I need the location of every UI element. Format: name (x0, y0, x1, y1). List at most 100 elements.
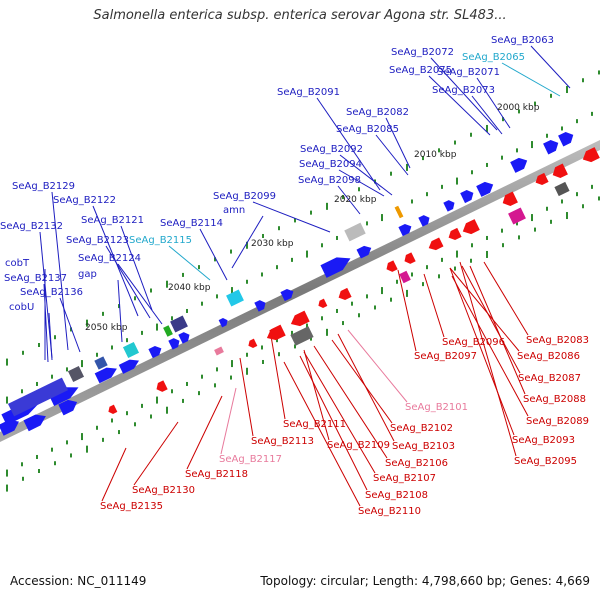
gene-block-gray[interactable] (67, 365, 85, 383)
forward-gene-arrow[interactable] (460, 188, 476, 204)
gene-label[interactable]: SeAg_B2115 (129, 235, 192, 246)
gene-label[interactable]: SeAg_B2085 (336, 124, 399, 135)
forward-gene-block[interactable] (7, 377, 69, 417)
reverse-gene-arrow[interactable] (550, 163, 568, 181)
forward-gene-arrow[interactable] (118, 356, 141, 374)
forward-gene-arrow[interactable] (178, 330, 191, 344)
gene-label[interactable]: SeAg_B2123 (66, 235, 129, 246)
gene-label[interactable]: SeAg_B2098 (298, 175, 361, 186)
gene-label[interactable]: SeAg_B2087 (518, 373, 581, 384)
reverse-gene-arrow[interactable] (247, 338, 258, 350)
gene-label[interactable]: SeAg_B2099 (213, 191, 276, 202)
gene-label[interactable]: SeAg_B2117 (219, 454, 282, 465)
forward-gene-arrow[interactable] (320, 252, 353, 278)
forward-gene-arrow[interactable] (398, 222, 413, 237)
gene-label[interactable]: SeAg_B2083 (526, 335, 589, 346)
forward-gene-arrow[interactable] (558, 130, 576, 147)
forward-gene-arrow[interactable] (280, 287, 295, 302)
forward-gene-arrow[interactable] (543, 138, 561, 155)
gene-label[interactable]: SeAg_B2130 (132, 485, 195, 496)
gene-label[interactable]: SeAg_B2122 (53, 195, 116, 206)
gene-label[interactable]: SeAg_B2086 (517, 351, 580, 362)
gene-label[interactable]: SeAg_B2111 (283, 419, 346, 430)
reverse-gene-arrow[interactable] (446, 227, 462, 242)
gene-label[interactable]: SeAg_B2132 (0, 221, 63, 232)
gene-label[interactable]: SeAg_B2113 (251, 436, 314, 447)
gene-label[interactable]: SeAg_B2095 (514, 456, 577, 467)
gene-label[interactable]: SeAg_B2135 (100, 501, 163, 512)
gene-label[interactable]: SeAg_B2075 (389, 65, 452, 76)
forward-gene-arrow[interactable] (510, 155, 530, 173)
reverse-gene-arrow[interactable] (427, 237, 444, 252)
gene-label[interactable]: SeAg_B2089 (526, 416, 589, 427)
reverse-gene-arrow[interactable] (533, 172, 549, 187)
gene-label[interactable]: SeAg_B2106 (385, 458, 448, 469)
forward-gene-arrow[interactable] (23, 411, 48, 432)
gene-label[interactable]: SeAg_B2129 (12, 181, 75, 192)
gene-label[interactable]: gap (78, 269, 97, 280)
gene-label[interactable]: SeAg_B2088 (523, 394, 586, 405)
gene-label[interactable]: SeAg_B2136 (20, 287, 83, 298)
forward-gene-arrow[interactable] (0, 416, 22, 436)
gene-label[interactable]: cobT (5, 258, 30, 269)
gene-block-magenta[interactable] (399, 270, 411, 284)
reverse-gene-arrow[interactable] (264, 324, 286, 344)
gene-label[interactable]: SeAg_B2082 (346, 107, 409, 118)
gene-label[interactable]: SeAg_B2072 (391, 47, 454, 58)
reverse-gene-arrow[interactable] (500, 191, 518, 209)
gene-label[interactable]: SeAg_B2102 (390, 423, 453, 434)
gene-label[interactable]: SeAg_B2110 (358, 506, 421, 517)
gene-label[interactable]: SeAg_B2065 (462, 52, 525, 63)
rna-gene-block[interactable] (226, 289, 244, 307)
gene-label[interactable]: SeAg_B2094 (299, 159, 362, 170)
gene-label[interactable]: SeAg_B2093 (512, 435, 575, 446)
reverse-gene-arrow[interactable] (336, 287, 352, 302)
forward-gene-arrow[interactable] (168, 336, 181, 350)
gene-block-gray[interactable] (290, 326, 314, 346)
gene-label[interactable]: SeAg_B2097 (414, 351, 477, 362)
gene-label[interactable]: cobU (9, 302, 34, 313)
reverse-gene-arrow[interactable] (402, 252, 416, 265)
reverse-gene-arrow[interactable] (288, 310, 310, 330)
forward-gene-arrow[interactable] (443, 198, 456, 212)
gene-block-gray[interactable] (554, 181, 570, 197)
gene-block-green[interactable] (163, 325, 173, 337)
gene-label[interactable]: SeAg_B2109 (327, 440, 390, 451)
gene-label[interactable]: SeAg_B2073 (432, 85, 495, 96)
rna-gene-block[interactable] (214, 346, 224, 356)
forward-gene-arrow[interactable] (94, 364, 120, 384)
gene-label[interactable]: SeAg_B2114 (160, 218, 223, 229)
gene-label[interactable]: SeAg_B2137 (4, 273, 67, 284)
reverse-gene-arrow[interactable] (317, 298, 328, 310)
gene-label[interactable]: SeAg_B2121 (81, 215, 144, 226)
reverse-gene-arrow[interactable] (384, 260, 398, 273)
gene-label[interactable]: SeAg_B2103 (392, 441, 455, 452)
gene-label[interactable]: SeAg_B2096 (442, 337, 505, 348)
forward-gene-arrow[interactable] (418, 213, 431, 227)
reverse-gene-arrow[interactable] (460, 219, 480, 237)
gene-block-gray[interactable] (344, 222, 366, 242)
forward-gene-arrow[interactable] (254, 298, 267, 312)
gene-label[interactable]: SeAg_B2091 (277, 87, 340, 98)
forward-gene-arrow[interactable] (476, 179, 496, 197)
gene-block-magenta[interactable] (508, 207, 526, 225)
gene-label[interactable]: SeAg_B2092 (300, 144, 363, 155)
forward-gene-arrow[interactable] (58, 397, 79, 416)
gene-label[interactable]: amn (223, 205, 245, 216)
gene-label[interactable]: SeAg_B2124 (78, 253, 141, 264)
gene-label[interactable]: SeAg_B2063 (491, 35, 554, 46)
forward-gene-arrow[interactable] (218, 317, 230, 328)
gene-block-blue[interactable] (94, 356, 108, 370)
gene-label[interactable]: SeAg_B2118 (185, 469, 248, 480)
gene-block-purple[interactable] (170, 315, 188, 333)
gene-label[interactable]: SeAg_B2108 (365, 490, 428, 501)
gene-label[interactable]: SeAg_B2107 (373, 473, 436, 484)
reverse-gene-arrow[interactable] (580, 147, 600, 165)
gene-label[interactable]: SeAg_B2101 (405, 402, 468, 413)
reverse-gene-arrow[interactable] (107, 404, 118, 416)
forward-gene-arrow[interactable] (148, 344, 163, 359)
gene-block-orange[interactable] (394, 205, 404, 219)
reverse-gene-arrow[interactable] (154, 380, 168, 393)
rna-gene-block[interactable] (122, 341, 140, 359)
forward-gene-arrow[interactable] (356, 243, 374, 259)
